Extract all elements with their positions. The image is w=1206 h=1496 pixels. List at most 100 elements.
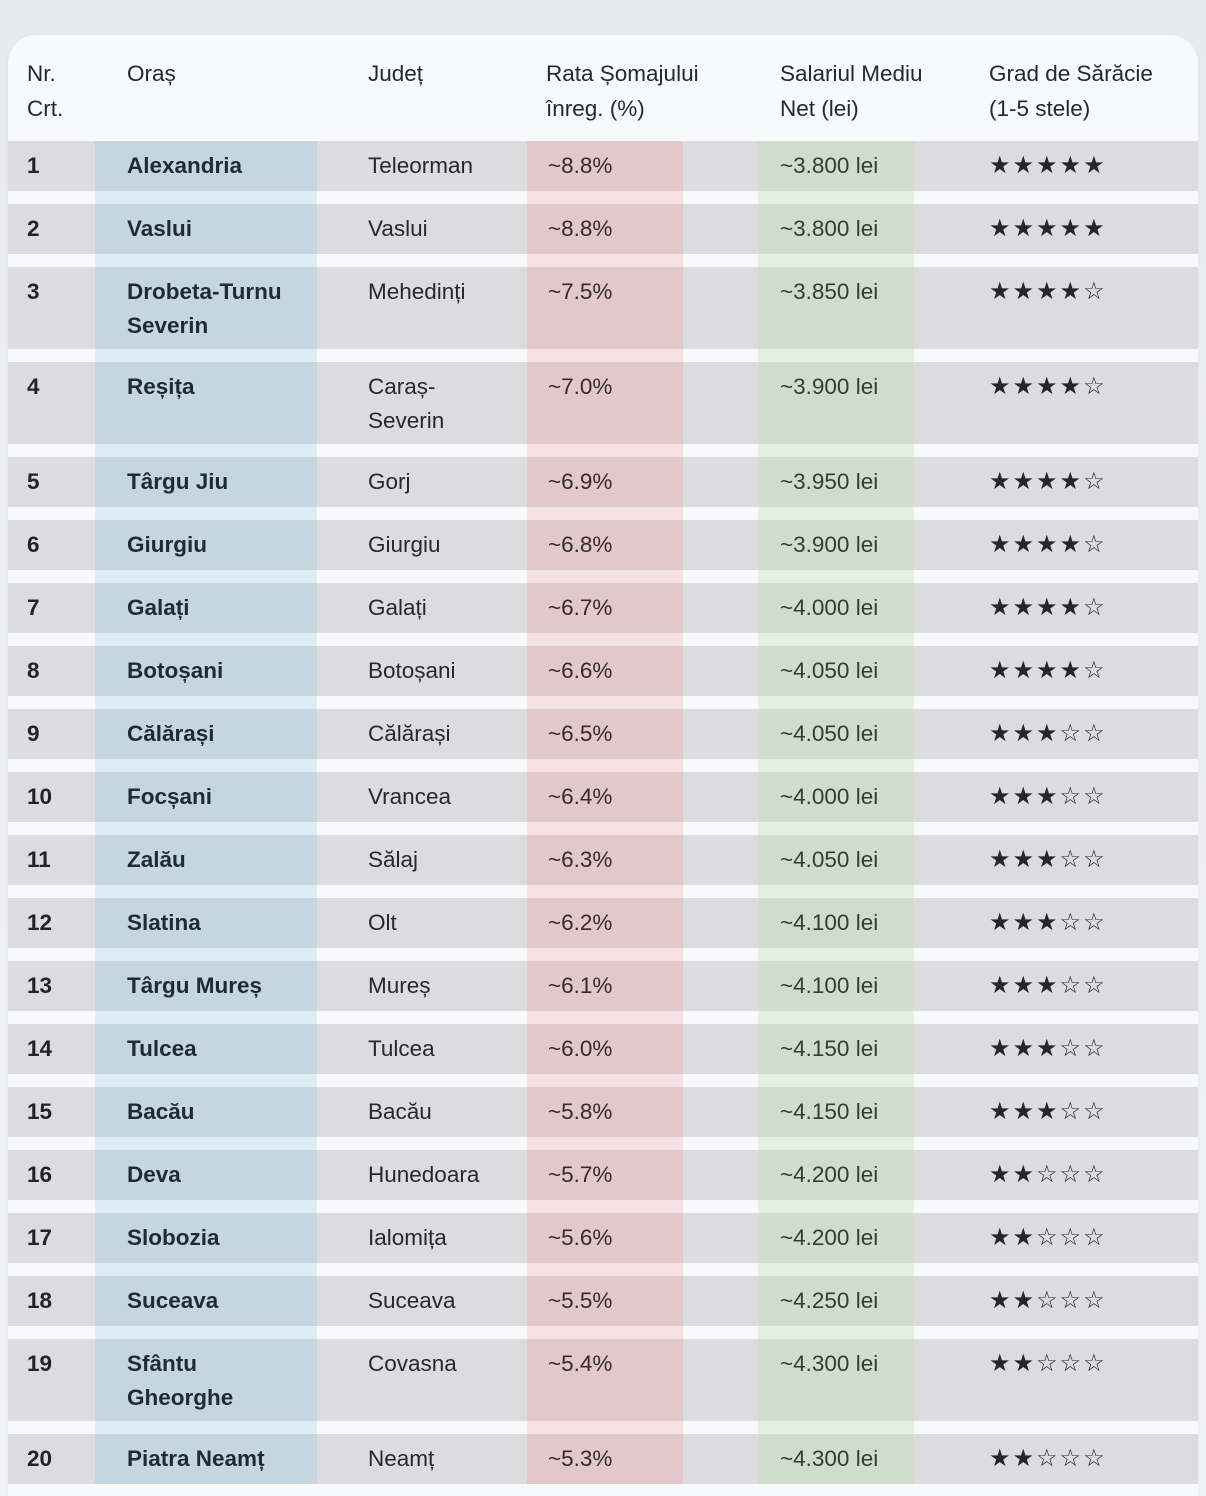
star-rating: ★★★☆☆ (914, 1087, 1198, 1137)
cell-judet: Tulcea (317, 1024, 527, 1074)
cell-oras: Drobeta-Turnu Severin (95, 267, 317, 349)
cell-oras: Tulcea (95, 1024, 317, 1074)
table-row: 7GalațiGalați~6.7%~4.000 lei★★★★☆ (8, 583, 1198, 633)
column-header-salariu: Salariul Mediu Net (lei) (780, 56, 923, 126)
cell-salariu: ~4.200 lei (758, 1213, 914, 1263)
table-row: 19Sfântu GheorgheCovasna~5.4%~4.300 lei★… (8, 1339, 1198, 1421)
cell-judet: Mureș (317, 961, 527, 1011)
column-header-nr: Nr. Crt. (27, 56, 63, 126)
star-rating: ★★☆☆☆ (914, 1276, 1198, 1326)
cell-judet: Caraș- Severin (317, 362, 527, 444)
cell-oras: Zalău (95, 835, 317, 885)
cell-judet: Sălaj (317, 835, 527, 885)
cell-judet: Suceava (317, 1276, 527, 1326)
cell-nr: 3 (8, 267, 95, 349)
cell-salariu: ~3.800 lei (758, 204, 914, 254)
cell-salariu: ~4.050 lei (758, 709, 914, 759)
table-row: 1AlexandriaTeleorman~8.8%~3.800 lei★★★★★ (8, 141, 1198, 191)
star-rating: ★★★☆☆ (914, 835, 1198, 885)
table-row: 17SloboziaIalomița~5.6%~4.200 lei★★☆☆☆ (8, 1213, 1198, 1263)
cell-nr: 2 (8, 204, 95, 254)
star-rating: ★★★★☆ (914, 583, 1198, 633)
cell-nr: 13 (8, 961, 95, 1011)
cell-rata: ~5.5% (527, 1276, 683, 1326)
cell-judet: Botoșani (317, 646, 527, 696)
cell-oras: Deva (95, 1150, 317, 1200)
table-row: 14TulceaTulcea~6.0%~4.150 lei★★★☆☆ (8, 1024, 1198, 1074)
table-row: 15BacăuBacău~5.8%~4.150 lei★★★☆☆ (8, 1087, 1198, 1137)
cell-salariu: ~4.000 lei (758, 772, 914, 822)
cell-rata: ~6.3% (527, 835, 683, 885)
table-row: 4ReșițaCaraș- Severin~7.0%~3.900 lei★★★★… (8, 362, 1198, 444)
cell-oras: Focșani (95, 772, 317, 822)
column-header-judet: Județ (368, 56, 423, 91)
cell-salariu: ~4.100 lei (758, 961, 914, 1011)
cell-nr: 8 (8, 646, 95, 696)
star-rating: ★★★★☆ (914, 646, 1198, 696)
cell-oras: Târgu Mureș (95, 961, 317, 1011)
star-rating: ★★★★☆ (914, 362, 1198, 444)
cell-nr: 20 (8, 1434, 95, 1484)
cell-oras: Botoșani (95, 646, 317, 696)
cell-judet: Mehedinți (317, 267, 527, 349)
cell-oras: Călărași (95, 709, 317, 759)
cell-judet: Ialomița (317, 1213, 527, 1263)
cell-oras: Târgu Jiu (95, 457, 317, 507)
star-rating: ★★★★☆ (914, 267, 1198, 349)
cell-nr: 5 (8, 457, 95, 507)
table-row: 5Târgu JiuGorj~6.9%~3.950 lei★★★★☆ (8, 457, 1198, 507)
cell-rata: ~7.5% (527, 267, 683, 349)
table-row: 10FocșaniVrancea~6.4%~4.000 lei★★★☆☆ (8, 772, 1198, 822)
cell-nr: 6 (8, 520, 95, 570)
cell-oras: Giurgiu (95, 520, 317, 570)
cell-oras: Sfântu Gheorghe (95, 1339, 317, 1421)
cell-judet: Vaslui (317, 204, 527, 254)
cell-judet: Călărași (317, 709, 527, 759)
cell-judet: Olt (317, 898, 527, 948)
cell-judet: Galați (317, 583, 527, 633)
column-header-rata: Rata Șomajului înreg. (%) (546, 56, 699, 126)
table-row: 2VasluiVaslui~8.8%~3.800 lei★★★★★ (8, 204, 1198, 254)
cell-nr: 1 (8, 141, 95, 191)
star-rating: ★★☆☆☆ (914, 1434, 1198, 1484)
page-background: Nr. Crt. Oraș Județ Rata Șomajului înreg. (… (0, 0, 1206, 1496)
cell-oras: Slatina (95, 898, 317, 948)
cell-salariu: ~4.250 lei (758, 1276, 914, 1326)
cell-salariu: ~3.950 lei (758, 457, 914, 507)
cell-salariu: ~4.050 lei (758, 646, 914, 696)
cell-rata: ~5.3% (527, 1434, 683, 1484)
cell-rata: ~6.7% (527, 583, 683, 633)
cell-judet: Hunedoara (317, 1150, 527, 1200)
cell-salariu: ~4.150 lei (758, 1024, 914, 1074)
column-header-oras: Oraș (127, 56, 176, 91)
cell-salariu: ~4.150 lei (758, 1087, 914, 1137)
cell-oras: Reșița (95, 362, 317, 444)
cell-salariu: ~4.200 lei (758, 1150, 914, 1200)
cell-nr: 15 (8, 1087, 95, 1137)
cell-nr: 14 (8, 1024, 95, 1074)
cell-salariu: ~3.800 lei (758, 141, 914, 191)
table-row: 20Piatra NeamțNeamț~5.3%~4.300 lei★★☆☆☆ (8, 1434, 1198, 1484)
cell-oras: Suceava (95, 1276, 317, 1326)
table-row: 16DevaHunedoara~5.7%~4.200 lei★★☆☆☆ (8, 1150, 1198, 1200)
cell-salariu: ~3.900 lei (758, 362, 914, 444)
cell-rata: ~8.8% (527, 204, 683, 254)
cell-judet: Teleorman (317, 141, 527, 191)
cell-oras: Vaslui (95, 204, 317, 254)
table-row: 11ZalăuSălaj~6.3%~4.050 lei★★★☆☆ (8, 835, 1198, 885)
cell-judet: Vrancea (317, 772, 527, 822)
cell-rata: ~5.6% (527, 1213, 683, 1263)
cell-oras: Piatra Neamț (95, 1434, 317, 1484)
column-header-stele: Grad de Sărăcie (1-5 stele) (989, 56, 1153, 126)
cell-salariu: ~4.000 lei (758, 583, 914, 633)
cell-rata: ~6.6% (527, 646, 683, 696)
table-card: Nr. Crt. Oraș Județ Rata Șomajului înreg. (… (8, 35, 1198, 1496)
cell-oras: Alexandria (95, 141, 317, 191)
cell-rata: ~5.8% (527, 1087, 683, 1137)
cell-nr: 16 (8, 1150, 95, 1200)
cell-salariu: ~4.100 lei (758, 898, 914, 948)
cell-oras: Slobozia (95, 1213, 317, 1263)
cell-nr: 11 (8, 835, 95, 885)
cell-rata: ~6.2% (527, 898, 683, 948)
cell-rata: ~5.7% (527, 1150, 683, 1200)
